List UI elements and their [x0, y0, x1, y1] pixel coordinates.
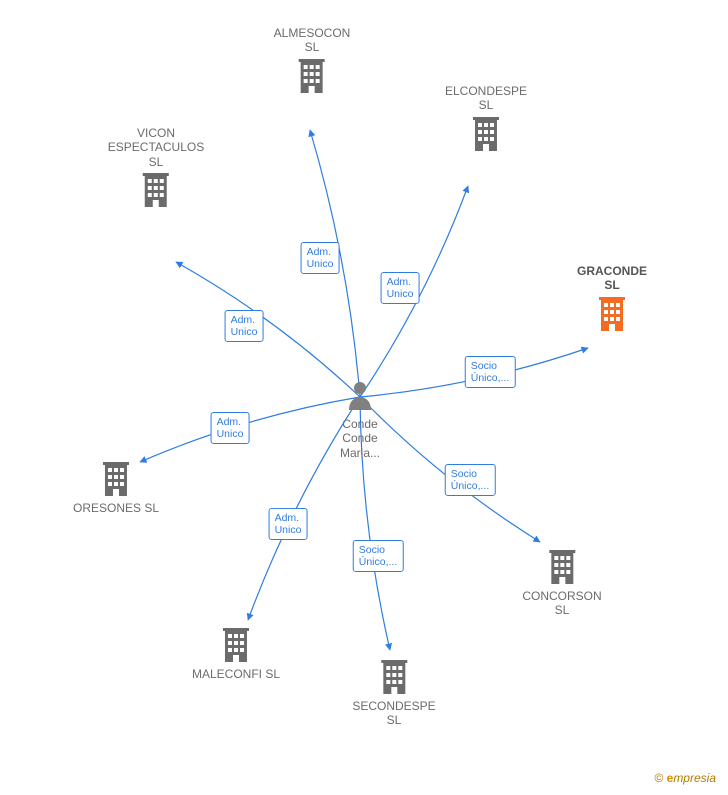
center-person-node: Conde Conde Maria...: [340, 380, 380, 460]
edge-label-secondespe: Socio Único,...: [353, 540, 404, 572]
building-icon: [101, 460, 131, 496]
person-icon: [347, 380, 373, 410]
company-label: CONCORSON SL: [522, 589, 601, 618]
company-node-vicon: VICON ESPECTACULOS SL: [108, 126, 204, 212]
building-icon: [379, 658, 409, 694]
company-node-maleconfi: MALECONFI SL: [192, 626, 280, 683]
building-icon: [597, 295, 627, 331]
building-icon: [221, 626, 251, 662]
company-label: ALMESOCON SL: [274, 26, 351, 55]
edge-oresones: [140, 397, 360, 462]
company-label: VICON ESPECTACULOS SL: [108, 126, 204, 169]
building-icon: [297, 57, 327, 93]
center-person-label: Conde Conde Maria...: [340, 417, 380, 460]
company-label: SECONDESPE SL: [352, 699, 435, 728]
company-label: GRACONDE SL: [577, 264, 647, 293]
edge-label-oresones: Adm. Unico: [211, 412, 250, 444]
company-label: MALECONFI SL: [192, 667, 280, 681]
footer-attribution: © empresia: [654, 771, 716, 785]
company-node-elcondespe: ELCONDESPE SL: [445, 84, 527, 156]
company-node-oresones: ORESONES SL: [73, 460, 159, 517]
building-icon: [547, 548, 577, 584]
company-node-concorson: CONCORSON SL: [522, 548, 601, 620]
brand-name: empresia: [667, 771, 716, 785]
edge-label-maleconfi: Adm. Unico: [269, 508, 308, 540]
company-label: ORESONES SL: [73, 501, 159, 515]
company-node-graconde: GRACONDE SL: [577, 264, 647, 336]
edge-label-graconde: Socio Único,...: [465, 356, 516, 388]
copyright-symbol: ©: [654, 771, 663, 785]
edge-label-elcondespe: Adm. Unico: [381, 272, 420, 304]
company-node-secondespe: SECONDESPE SL: [352, 658, 435, 730]
edge-label-almesocon: Adm. Unico: [301, 242, 340, 274]
edge-vicon: [176, 262, 360, 397]
building-icon: [141, 171, 171, 207]
company-node-almesocon: ALMESOCON SL: [274, 26, 351, 98]
edge-label-vicon: Adm. Unico: [225, 310, 264, 342]
company-label: ELCONDESPE SL: [445, 84, 527, 113]
edge-label-concorson: Socio Único,...: [445, 464, 496, 496]
building-icon: [471, 115, 501, 151]
